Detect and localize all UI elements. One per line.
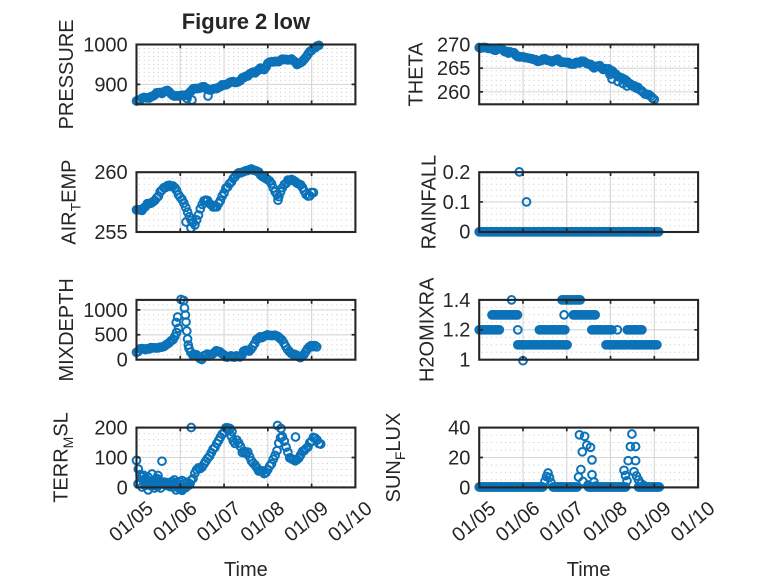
svg-text:265: 265 bbox=[437, 58, 470, 80]
svg-text:RAINFALL: RAINFALL bbox=[419, 155, 441, 249]
svg-text:Figure 2 low: Figure 2 low bbox=[182, 9, 311, 34]
svg-text:1: 1 bbox=[459, 350, 470, 372]
svg-text:900: 900 bbox=[94, 74, 127, 96]
svg-text:1.2: 1.2 bbox=[443, 320, 471, 342]
svg-text:260: 260 bbox=[437, 82, 470, 104]
svg-text:MIXDEPTH: MIXDEPTH bbox=[56, 278, 78, 381]
svg-text:200: 200 bbox=[94, 418, 127, 440]
svg-text:1000: 1000 bbox=[83, 34, 128, 56]
svg-text:0.1: 0.1 bbox=[443, 192, 471, 214]
svg-text:Time: Time bbox=[224, 559, 268, 581]
svg-text:100: 100 bbox=[94, 447, 127, 469]
svg-text:H2OMIXRA: H2OMIXRA bbox=[417, 277, 439, 382]
svg-text:0: 0 bbox=[117, 477, 128, 499]
svg-text:SUNF​LUX: SUNF​LUX bbox=[383, 413, 408, 503]
svg-text:0: 0 bbox=[117, 350, 128, 372]
svg-text:AIRT​EMP: AIRT​EMP bbox=[58, 159, 83, 244]
svg-text:20: 20 bbox=[448, 447, 470, 469]
svg-text:THETA: THETA bbox=[405, 42, 427, 107]
svg-text:0: 0 bbox=[459, 477, 470, 499]
svg-text:1.4: 1.4 bbox=[443, 290, 471, 312]
svg-text:260: 260 bbox=[94, 162, 127, 184]
svg-text:Time: Time bbox=[567, 559, 611, 581]
svg-text:500: 500 bbox=[94, 325, 127, 347]
svg-text:40: 40 bbox=[448, 418, 470, 440]
svg-text:TERRM​SL: TERRM​SL bbox=[51, 412, 76, 503]
svg-text:0.2: 0.2 bbox=[443, 162, 471, 184]
svg-text:255: 255 bbox=[94, 222, 127, 244]
svg-text:0: 0 bbox=[459, 222, 470, 244]
svg-text:1000: 1000 bbox=[83, 300, 128, 322]
svg-text:270: 270 bbox=[437, 34, 470, 56]
svg-text:PRESSURE: PRESSURE bbox=[56, 19, 78, 129]
